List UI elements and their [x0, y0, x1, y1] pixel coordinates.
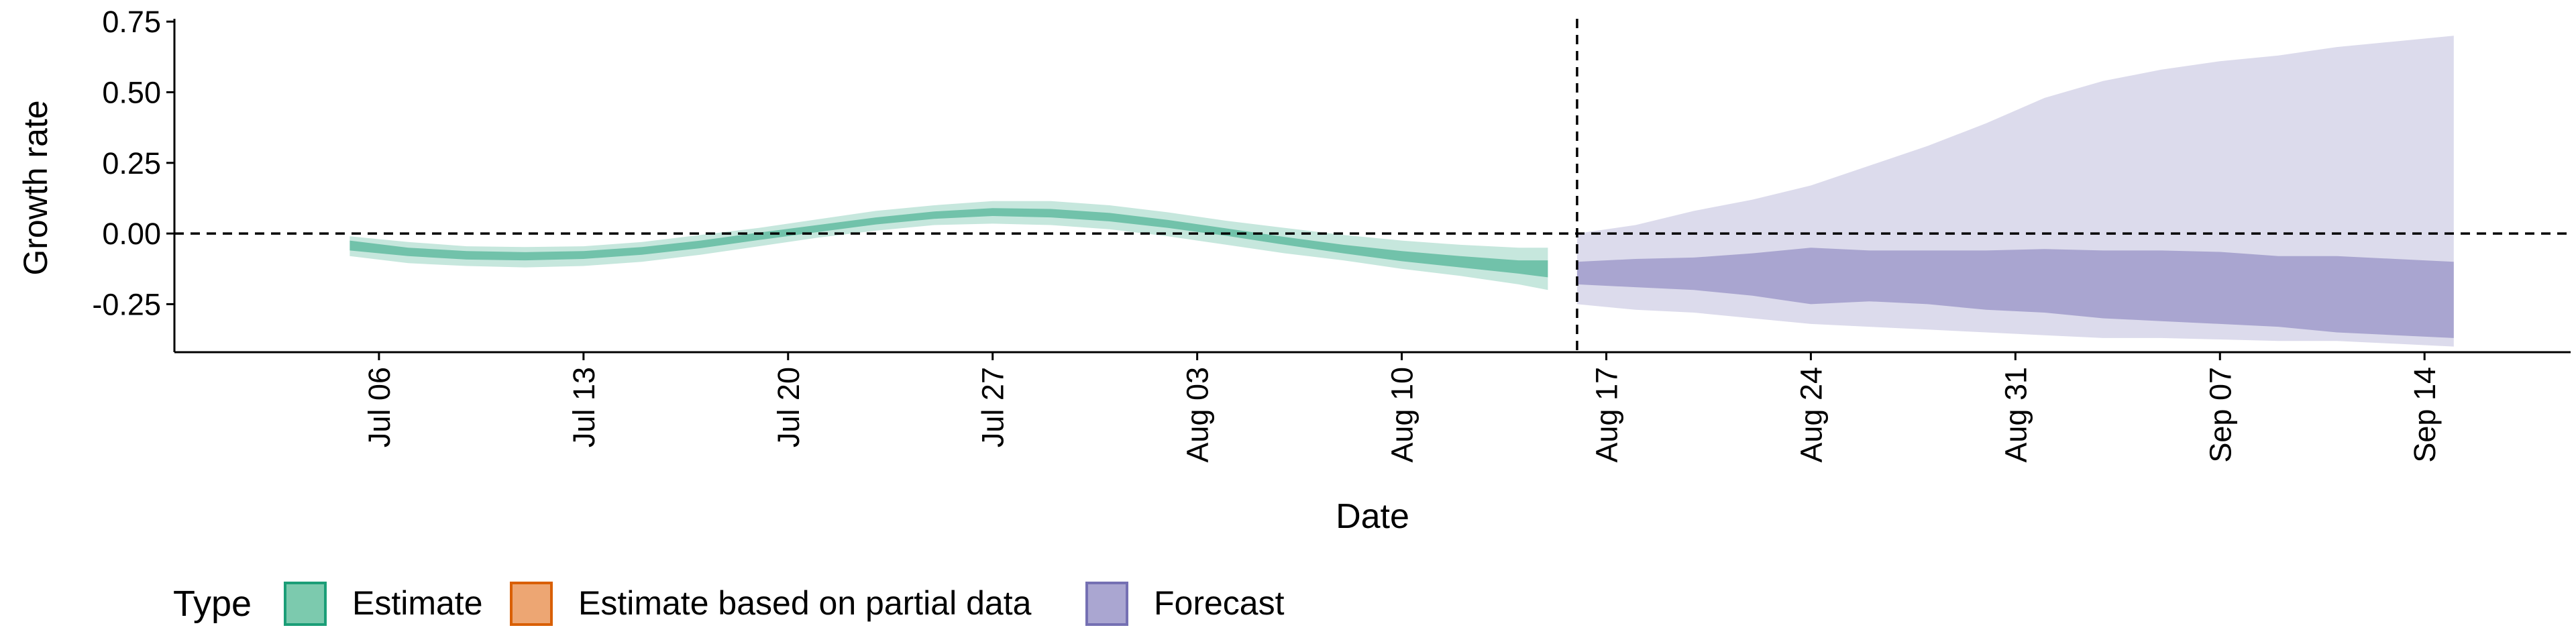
legend-title: Type [173, 584, 252, 624]
forecast-inner-ribbon [1576, 248, 2454, 338]
axes: -0.25 0.00 0.25 0.50 0.75 Jul 06 Jul 13 Jul 20 J… [92, 5, 2571, 463]
y-axis-title: Growth rate [17, 100, 54, 275]
x-tick-label: Aug 24 [1794, 367, 1828, 463]
legend-label: Forecast [1154, 584, 1285, 622]
legend: Type Estimate Estimate based on partial da… [173, 582, 1285, 626]
y-tick-label: 0.00 [102, 217, 161, 251]
y-tick-label: 0.25 [102, 146, 161, 180]
x-tick-label: Jul 13 [567, 367, 601, 447]
x-tick-label: Aug 03 [1181, 367, 1215, 463]
x-tick-label: Aug 10 [1385, 367, 1419, 463]
y-tick-label: 0.75 [102, 5, 161, 39]
x-tick-label: Sep 07 [2203, 367, 2237, 463]
y-tick-label: 0.50 [102, 76, 161, 110]
legend-key-2 [510, 582, 553, 626]
x-tick-label: Jul 06 [362, 367, 396, 447]
legend-label: Estimate based on partial data [578, 584, 1032, 622]
reference-lines [174, 19, 2571, 352]
estimate-inner-ribbon [350, 208, 1548, 278]
x-tick-label: Jul 27 [976, 367, 1010, 447]
legend-label: Estimate [352, 584, 483, 622]
x-tick-label: Jul 20 [771, 367, 806, 447]
legend-key-3 [1085, 582, 1128, 626]
x-tick-label: Sep 14 [2408, 367, 2442, 463]
x-axis-title: Date [1336, 497, 1409, 536]
x-tick-label: Aug 17 [1590, 367, 1624, 463]
ribbons-layer [350, 36, 2454, 347]
legend-key-1 [284, 582, 327, 626]
y-tick-label: -0.25 [92, 287, 161, 321]
x-tick-label: Aug 31 [1998, 367, 2033, 463]
